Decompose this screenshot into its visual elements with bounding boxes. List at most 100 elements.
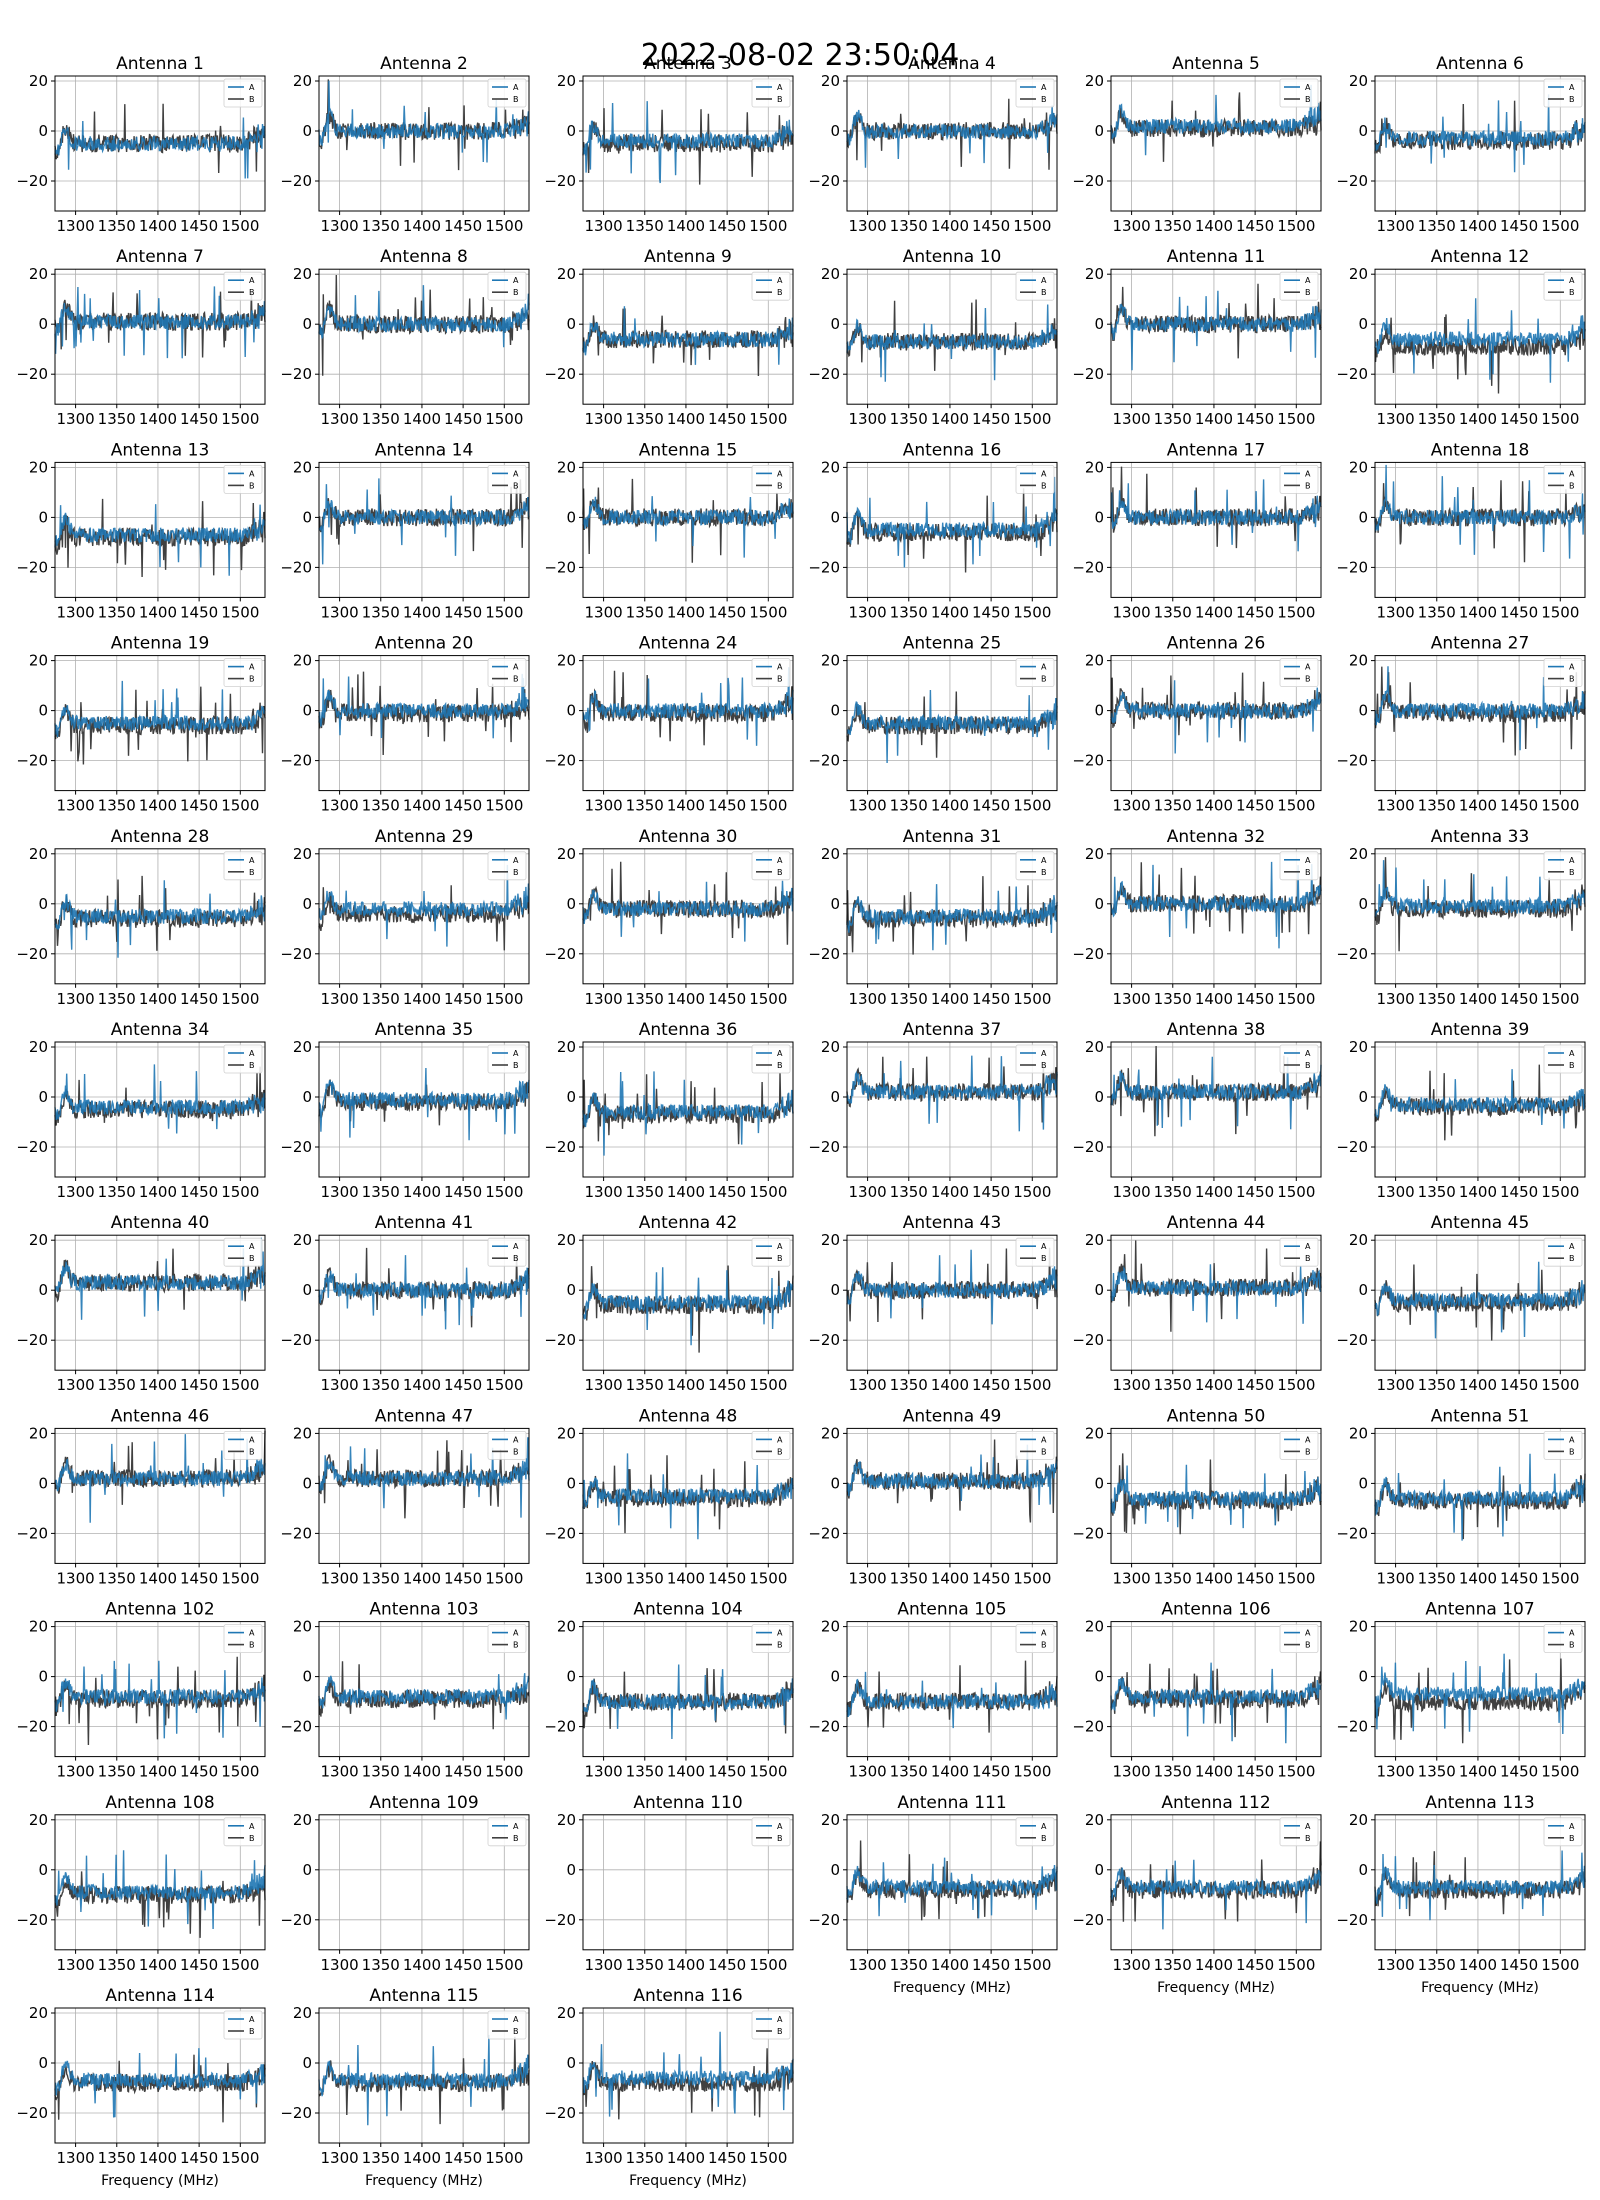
x-tick-label: 1300 — [848, 990, 886, 1008]
x-tick-label: 1450 — [708, 2149, 746, 2167]
antenna-panel: 20 0 −20 1300 1350 1400 1450 1500 Antenna 103 AB — [280, 1600, 530, 1781]
legend-box — [1015, 1431, 1055, 1460]
legend-label: A — [249, 1822, 255, 1831]
axes-frame — [1374, 655, 1586, 792]
x-tick-label: 1500 — [221, 1183, 259, 1201]
y-tick-label: 0 — [1094, 1861, 1104, 1879]
y-tick-label: −20 — [16, 1138, 48, 1156]
legend-label: B — [1305, 868, 1311, 877]
x-tick-label: 1400 — [667, 797, 705, 815]
x-tick-label: 1400 — [403, 410, 441, 428]
panel-title: Antenna 17 — [1167, 440, 1266, 460]
y-tick-label: 20 — [293, 1424, 312, 1442]
legend-label: A — [513, 663, 519, 672]
legend-box — [1543, 1044, 1583, 1074]
x-tick-label: 1450 — [1500, 603, 1538, 621]
legend-label: A — [249, 2015, 255, 2024]
y-tick-label: 0 — [1094, 1668, 1104, 1686]
x-tick-label: 1300 — [1112, 1183, 1150, 1201]
y-tick-label: 20 — [29, 1424, 48, 1442]
antenna-panel: 20 0 −20 1300 1350 1400 1450 1500 Antenna 108 AB — [16, 1793, 266, 1974]
antenna-panel: 20 0 −20 1300 1350 1400 1450 1500 Antenna 19 AB — [16, 634, 266, 815]
x-tick-label: 1450 — [708, 1183, 746, 1201]
legend-label: A — [1305, 276, 1311, 285]
legend: AB — [487, 78, 527, 108]
y-tick-label: 20 — [293, 1618, 312, 1636]
y-tick-label: 0 — [566, 1281, 576, 1299]
panel-title: Antenna 50 — [1167, 1406, 1266, 1426]
y-tick-label: −20 — [16, 1331, 48, 1349]
x-tick-label: 1450 — [1500, 1763, 1538, 1781]
x-tick-label: 1350 — [1418, 1376, 1456, 1394]
panel-title: Antenna 27 — [1431, 634, 1530, 654]
x-tick-label: 1350 — [362, 603, 400, 621]
y-tick-label: 0 — [830, 315, 840, 333]
axes-frame — [318, 655, 530, 792]
legend-box — [1543, 1624, 1583, 1653]
y-tick-label: −20 — [1336, 945, 1368, 963]
x-tick-label: 1300 — [320, 1763, 358, 1781]
x-tick-label: 1300 — [1112, 1956, 1150, 1974]
x-tick-label: 1450 — [708, 797, 746, 815]
x-tick-label: 1350 — [98, 603, 136, 621]
x-tick-label: 1350 — [626, 1569, 664, 1587]
legend: AB — [1543, 78, 1583, 108]
x-tick-label: 1300 — [320, 1183, 358, 1201]
y-tick-label: −20 — [808, 1911, 840, 1929]
x-tick-label: 1500 — [1541, 410, 1579, 428]
x-tick-label: 1300 — [848, 410, 886, 428]
legend-box — [1279, 464, 1319, 494]
x-tick-label: 1450 — [972, 797, 1010, 815]
x-tick-label: 1450 — [1236, 1183, 1274, 1201]
legend: AB — [487, 658, 527, 687]
x-tick-label: 1500 — [1013, 217, 1051, 235]
x-tick-label: 1300 — [320, 603, 358, 621]
panel-title: Antenna 108 — [105, 1793, 214, 1813]
legend: AB — [1015, 464, 1055, 494]
x-tick-label: 1350 — [362, 990, 400, 1008]
legend: AB — [223, 1624, 263, 1653]
antenna-panel: 20 0 −20 1300 1350 1400 1450 1500 Antenna 16 AB — [808, 440, 1058, 621]
x-tick-label: 1450 — [1500, 1569, 1538, 1587]
panel-title: Antenna 113 — [1425, 1793, 1534, 1813]
series-a-line — [318, 673, 530, 739]
y-tick-label: 20 — [29, 265, 48, 283]
legend: AB — [487, 1044, 527, 1074]
y-tick-label: 20 — [1085, 1424, 1104, 1442]
series-b-line — [1110, 1453, 1322, 1535]
y-tick-label: 0 — [830, 1474, 840, 1492]
legend-box — [1015, 851, 1055, 881]
antenna-panel: 20 0 −20 1300 1350 1400 1450 1500 Antenna 107 AB — [1336, 1600, 1586, 1781]
legend: AB — [487, 1237, 527, 1267]
x-tick-label: 1400 — [403, 2149, 441, 2167]
x-tick-label: 1400 — [139, 1376, 177, 1394]
legend-box — [223, 1817, 263, 1847]
y-tick-label: −20 — [280, 558, 312, 576]
series-a-line — [1110, 479, 1322, 552]
legend-box — [1279, 1237, 1319, 1267]
x-tick-label: 1500 — [485, 1569, 523, 1587]
panel-title: Antenna 35 — [375, 1020, 474, 1040]
series-a-line — [582, 101, 794, 184]
series-a-line — [582, 1267, 794, 1346]
panel-title: Antenna 2 — [380, 54, 468, 74]
legend-box — [1015, 464, 1055, 494]
x-tick-label: 1500 — [749, 1763, 787, 1781]
x-tick-label: 1450 — [708, 603, 746, 621]
antenna-panel: 20 0 −20 1300 1350 1400 1450 1500 Antenna 4 AB — [808, 54, 1058, 235]
y-tick-label: 0 — [566, 895, 576, 913]
x-tick-label: 1500 — [221, 217, 259, 235]
legend: AB — [487, 1431, 527, 1460]
y-tick-label: −20 — [16, 365, 48, 383]
legend-label: B — [1041, 288, 1047, 297]
series-a-line — [1374, 1453, 1586, 1541]
y-tick-label: 0 — [38, 1474, 48, 1492]
panel-title: Antenna 107 — [1425, 1600, 1534, 1620]
x-tick-label: 1350 — [1154, 990, 1192, 1008]
antenna-panel: 20 0 −20 1300 1350 1400 1450 1500 Antenna 105 AB — [808, 1600, 1058, 1781]
legend-label: A — [1305, 469, 1311, 478]
x-tick-label: 1350 — [1154, 1763, 1192, 1781]
y-tick-label: 20 — [821, 458, 840, 476]
x-tick-label: 1400 — [403, 1763, 441, 1781]
y-tick-label: 0 — [1094, 1474, 1104, 1492]
